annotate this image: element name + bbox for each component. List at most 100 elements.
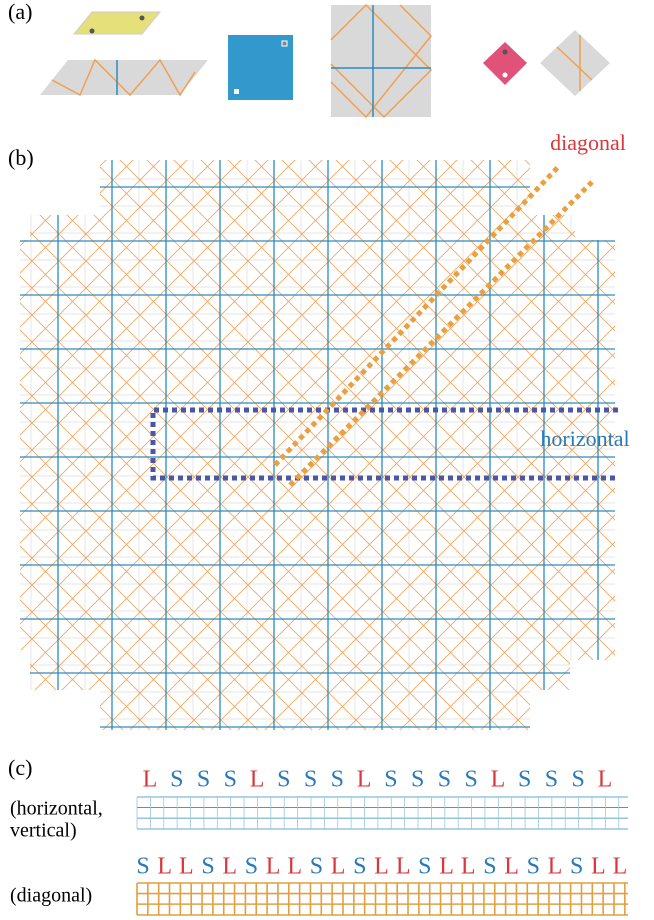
tile	[625, 260, 652, 287]
sequence-letter: L	[439, 854, 454, 880]
tile	[571, 665, 598, 692]
tile	[625, 503, 652, 530]
sequence-letter: S	[518, 767, 531, 793]
tile	[31, 152, 58, 179]
tile	[598, 692, 625, 719]
tile	[571, 152, 598, 179]
diag	[0, 150, 8, 750]
tile	[625, 179, 652, 206]
tile	[625, 476, 652, 503]
sequence-letter: S	[331, 767, 344, 793]
sequence-letter: L	[491, 767, 506, 793]
sequence-letter: S	[527, 854, 540, 880]
sequence-letter: L	[143, 767, 158, 793]
tile	[571, 692, 598, 719]
tile	[625, 152, 652, 179]
sequence-letter: S	[483, 854, 496, 880]
tile	[625, 206, 652, 233]
tile	[625, 584, 652, 611]
tile	[625, 341, 652, 368]
tile	[544, 179, 571, 206]
sequence-letter: S	[170, 767, 183, 793]
tile	[544, 719, 571, 746]
sequence-letter: L	[504, 854, 519, 880]
sequence-letter: S	[224, 767, 237, 793]
tile	[598, 665, 625, 692]
tile	[58, 719, 85, 746]
annotation: diagonal	[550, 130, 626, 155]
tile	[571, 719, 598, 746]
row-label: (horizontal,	[10, 798, 103, 820]
sequence-letter: S	[418, 854, 431, 880]
unit-cells	[40, 5, 610, 117]
tile	[625, 719, 652, 746]
tile	[625, 638, 652, 665]
sequence-letter: L	[548, 854, 563, 880]
tile	[625, 395, 652, 422]
tile	[4, 179, 31, 206]
tile	[4, 719, 31, 746]
sequence-letter: L	[157, 854, 172, 880]
tile	[4, 692, 31, 719]
tile	[625, 368, 652, 395]
sequence-letter: L	[598, 767, 613, 793]
tile	[31, 692, 58, 719]
tile	[31, 179, 58, 206]
tile	[58, 179, 85, 206]
tile	[4, 206, 31, 233]
sequence-letter: S	[438, 767, 451, 793]
tile	[598, 719, 625, 746]
tile	[625, 449, 652, 476]
sequence-letter: S	[411, 767, 424, 793]
tile	[625, 665, 652, 692]
tile	[544, 692, 571, 719]
sequence-letter: S	[197, 767, 210, 793]
tile	[625, 530, 652, 557]
sequence-letter: S	[310, 854, 323, 880]
sequence-letter: L	[396, 854, 411, 880]
tile	[625, 233, 652, 260]
tile	[31, 719, 58, 746]
sequence-letter: L	[374, 854, 389, 880]
sequence-letter: L	[591, 854, 606, 880]
tile	[625, 557, 652, 584]
diag	[0, 150, 8, 750]
diag	[650, 150, 654, 750]
sequence-letter: S	[353, 854, 366, 880]
tile	[58, 692, 85, 719]
panel-label: (a)	[8, 0, 32, 24]
tile	[598, 179, 625, 206]
sequence-letter: S	[136, 854, 149, 880]
tile	[625, 611, 652, 638]
sequence-letter: L	[222, 854, 237, 880]
tile	[58, 152, 85, 179]
panel-label: (b)	[8, 145, 34, 170]
annotation: horizontal	[540, 426, 629, 451]
tile	[571, 206, 598, 233]
sequence-letter: S	[464, 767, 477, 793]
tile	[4, 665, 31, 692]
row-label: (diagonal)	[10, 885, 92, 907]
sequence-letter: L	[179, 854, 194, 880]
tile	[625, 692, 652, 719]
sequence-letter: L	[357, 767, 372, 793]
sequence-letter: S	[304, 767, 317, 793]
tile	[598, 152, 625, 179]
row-label: vertical)	[10, 820, 77, 842]
sequence-letter: L	[266, 854, 281, 880]
sequence-letter: S	[201, 854, 214, 880]
sequence-letter: S	[545, 767, 558, 793]
sequence-letter: S	[245, 854, 258, 880]
figure: (a) (b) diagonal horizontal (c) (horizon…	[0, 0, 654, 920]
sequence-letter: L	[331, 854, 346, 880]
sequence-letter: L	[613, 854, 628, 880]
sequence-letter: S	[570, 854, 583, 880]
tile	[625, 287, 652, 314]
tile	[625, 314, 652, 341]
diag	[650, 150, 654, 750]
tile	[598, 206, 625, 233]
panel-label: (c)	[8, 755, 32, 780]
sequence-letter: S	[384, 767, 397, 793]
sequence-letter: S	[277, 767, 290, 793]
